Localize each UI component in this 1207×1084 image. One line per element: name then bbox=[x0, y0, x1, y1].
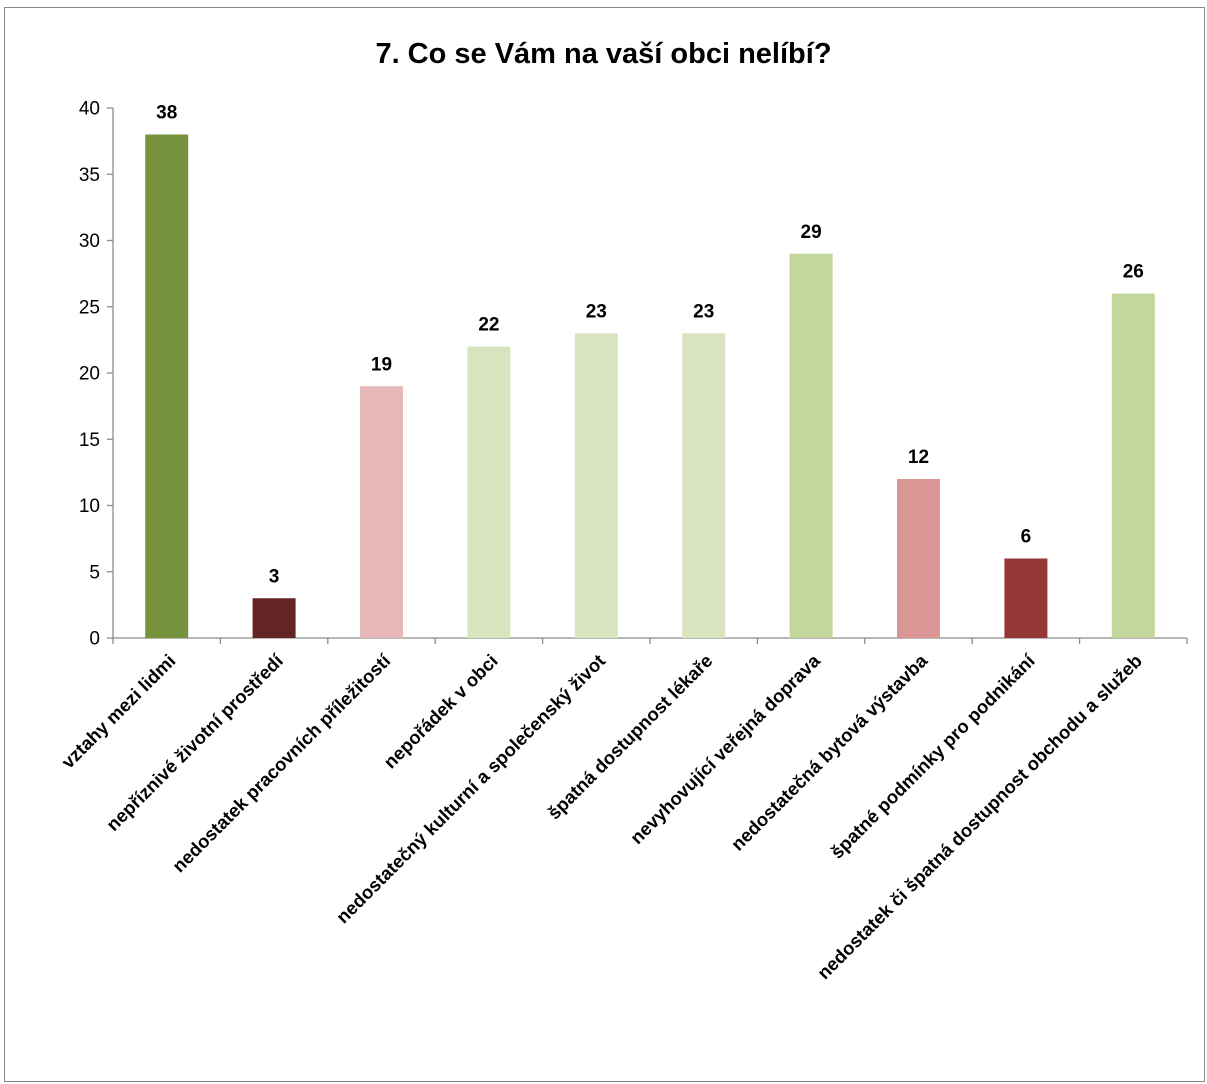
bar bbox=[145, 134, 189, 638]
bar bbox=[1004, 558, 1048, 638]
bar bbox=[789, 253, 833, 638]
bar bbox=[574, 333, 618, 638]
category-label: vztahy mezi lidmi bbox=[57, 650, 179, 772]
y-tick-label: 30 bbox=[79, 231, 100, 252]
y-tick-label: 0 bbox=[89, 629, 100, 650]
bar bbox=[467, 346, 511, 638]
bar bbox=[682, 333, 726, 638]
chart-bars bbox=[145, 134, 1155, 638]
data-label: 6 bbox=[1021, 527, 1032, 548]
data-label: 3 bbox=[269, 566, 280, 587]
category-label: nedostatek pracovních příležitostí bbox=[168, 649, 395, 876]
data-label: 12 bbox=[908, 447, 929, 468]
bar bbox=[1111, 293, 1155, 638]
data-label: 29 bbox=[801, 222, 822, 243]
bar bbox=[360, 386, 403, 638]
category-label: nepříznivé životní prostředí bbox=[102, 649, 288, 835]
y-tick-label: 15 bbox=[79, 430, 100, 451]
y-tick-label: 35 bbox=[79, 165, 100, 186]
y-tick-label: 5 bbox=[89, 562, 100, 583]
y-tick-label: 40 bbox=[79, 99, 100, 120]
y-tick-label: 10 bbox=[79, 496, 100, 517]
category-label: nepořádek v obci bbox=[379, 650, 501, 772]
data-label: 19 bbox=[371, 354, 392, 375]
y-tick-label: 20 bbox=[79, 364, 100, 385]
category-label: nevyhovující veřejná doprava bbox=[626, 649, 825, 848]
bar bbox=[897, 479, 940, 638]
data-label: 23 bbox=[586, 301, 607, 322]
data-label: 22 bbox=[478, 315, 499, 336]
category-label: špatné podmínky pro podnikání bbox=[826, 649, 1039, 862]
category-label: nedostatečná bytová výstavba bbox=[727, 649, 932, 854]
data-label: 23 bbox=[693, 301, 714, 322]
chart-title: 7. Co se Vám na vaší obci nelíbí? bbox=[375, 38, 832, 70]
data-label: 38 bbox=[156, 103, 177, 124]
y-tick-label: 25 bbox=[79, 297, 100, 318]
bar bbox=[252, 598, 296, 638]
data-label: 26 bbox=[1123, 262, 1144, 283]
